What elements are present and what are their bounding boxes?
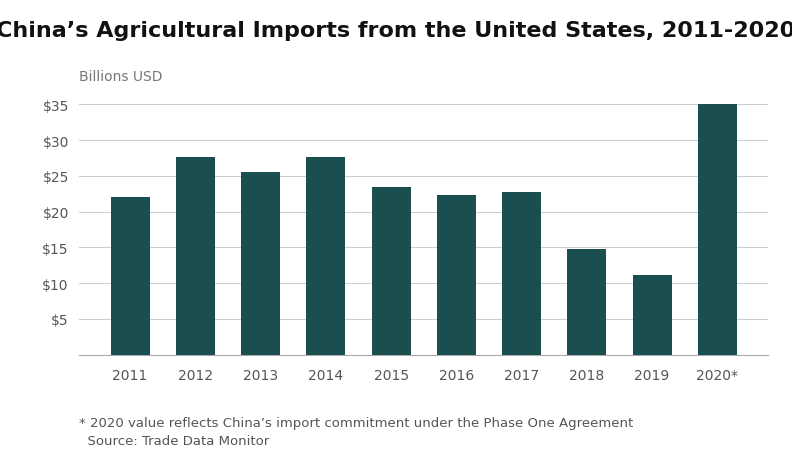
Text: China’s Agricultural Imports from the United States, 2011-2020: China’s Agricultural Imports from the Un… xyxy=(0,20,792,40)
Text: Source: Trade Data Monitor: Source: Trade Data Monitor xyxy=(79,435,269,448)
Bar xyxy=(371,187,411,355)
Text: * 2020 value reflects China’s import commitment under the Phase One Agreement: * 2020 value reflects China’s import com… xyxy=(79,416,634,430)
Bar xyxy=(176,158,215,355)
Bar xyxy=(567,249,607,355)
Text: Billions USD: Billions USD xyxy=(79,70,162,84)
Bar xyxy=(111,197,150,355)
Bar xyxy=(307,158,345,355)
Bar xyxy=(502,192,541,355)
Bar xyxy=(633,275,672,355)
Bar xyxy=(241,172,280,355)
Bar xyxy=(698,105,737,355)
Bar xyxy=(436,195,476,355)
